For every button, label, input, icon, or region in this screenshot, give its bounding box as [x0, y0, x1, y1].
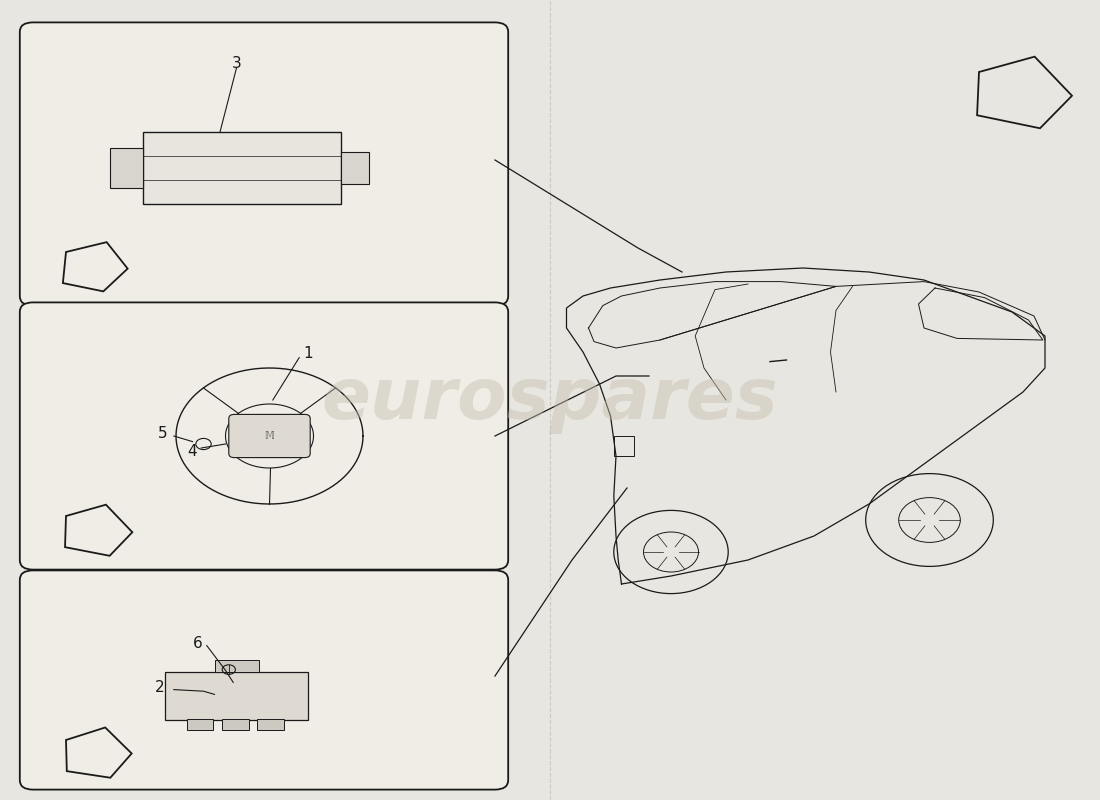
Text: 6: 6 [194, 637, 202, 651]
Text: 1: 1 [304, 346, 312, 361]
Text: eurospares: eurospares [321, 366, 779, 434]
Bar [187, 719, 213, 730]
Bar [110, 148, 143, 188]
Text: 3: 3 [232, 57, 241, 71]
Bar [341, 152, 368, 184]
Text: 4: 4 [188, 445, 197, 459]
Text: 5: 5 [158, 426, 167, 441]
FancyBboxPatch shape [20, 22, 508, 306]
Bar [614, 436, 634, 456]
Bar [143, 132, 341, 204]
Bar [222, 719, 249, 730]
Text: 2: 2 [155, 681, 164, 695]
Bar [214, 660, 258, 672]
FancyBboxPatch shape [20, 570, 508, 790]
Bar [257, 719, 284, 730]
FancyBboxPatch shape [229, 414, 310, 458]
FancyBboxPatch shape [20, 302, 508, 570]
Text: 𝕄: 𝕄 [265, 431, 274, 441]
Bar [165, 672, 308, 720]
